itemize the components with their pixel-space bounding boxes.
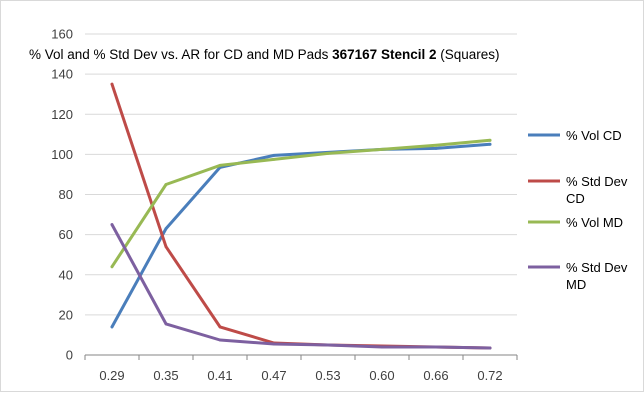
data-point — [110, 265, 114, 269]
chart-title: % Vol and % Std Dev vs. AR for CD and MD… — [29, 47, 500, 62]
x-tick-label: 0.60 — [369, 368, 394, 383]
data-point — [164, 227, 168, 231]
y-tick-label: 100 — [51, 147, 73, 162]
data-point — [326, 151, 330, 155]
legend-label-line: % Std Dev — [566, 174, 628, 189]
y-tick-label: 0 — [66, 348, 73, 363]
y-tick-label: 40 — [59, 267, 73, 282]
y-tick-label: 60 — [59, 227, 73, 242]
legend-label-line: CD — [566, 191, 585, 206]
data-point — [488, 138, 492, 142]
chart-title-bold: 367167 Stencil 2 — [332, 47, 436, 62]
legend: % Vol CD % Std Dev CD % Vol MD % Std Dev MD — [528, 128, 628, 292]
legend-label-line: % Vol CD — [566, 128, 622, 143]
y-axis: 0 20 40 60 80 100 120 140 160 — [51, 27, 73, 363]
data-point — [164, 183, 168, 186]
legend-label: % Std Dev CD — [566, 174, 628, 206]
series-line-3 — [110, 223, 492, 350]
y-tick-label: 140 — [51, 67, 73, 82]
data-point — [110, 325, 114, 329]
chart-title-suffix: (Squares) — [436, 47, 499, 62]
data-point — [110, 223, 114, 226]
series-line-1 — [110, 82, 492, 350]
chart-title-prefix: % Vol and % Std Dev vs. AR for CD and MD… — [29, 47, 332, 62]
data-point — [218, 338, 222, 342]
series-line-0 — [110, 142, 492, 329]
data-point — [272, 342, 276, 346]
data-point — [218, 325, 222, 329]
x-tick-label: 0.66 — [423, 368, 448, 383]
x-tick-label: 0.47 — [261, 368, 286, 383]
legend-label-line: % Std Dev — [566, 260, 628, 275]
x-tick-label: 0.72 — [477, 368, 502, 383]
gridlines — [85, 33, 517, 316]
data-point — [164, 322, 168, 326]
data-point — [218, 164, 222, 167]
legend-label: % Vol MD — [566, 215, 623, 230]
series-line-2 — [110, 138, 492, 269]
data-point — [434, 146, 438, 150]
legend-label-line: MD — [566, 277, 586, 292]
data-point — [380, 147, 384, 151]
y-tick-label: 80 — [59, 187, 73, 202]
data-point — [488, 346, 492, 350]
x-axis: 0.29 0.35 0.41 0.47 0.53 0.60 0.66 0.72 — [84, 354, 518, 383]
data-point — [164, 245, 168, 249]
data-point — [326, 343, 330, 347]
data-point — [272, 157, 276, 161]
x-tick-label: 0.35 — [153, 368, 178, 383]
x-tick-label: 0.53 — [315, 368, 340, 383]
data-point — [110, 82, 114, 86]
x-tick-label: 0.41 — [207, 368, 232, 383]
legend-label: % Vol CD — [566, 128, 622, 143]
data-point — [488, 142, 492, 146]
data-point — [434, 345, 438, 349]
series-lines — [110, 82, 492, 350]
y-tick-label: 120 — [51, 107, 73, 122]
legend-label: % Std Dev MD — [566, 260, 628, 292]
data-point — [380, 345, 384, 349]
data-point — [272, 153, 276, 157]
y-tick-label: 20 — [59, 307, 73, 322]
legend-label-line: % Vol MD — [566, 215, 623, 230]
data-point — [434, 143, 438, 147]
x-tick-label: 0.29 — [99, 368, 124, 383]
y-tick-label: 160 — [51, 27, 73, 42]
